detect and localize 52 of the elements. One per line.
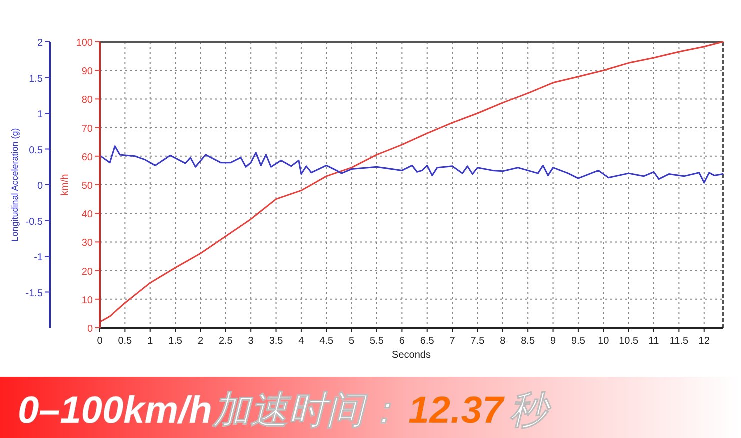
x-tick-label: 1 bbox=[148, 336, 154, 347]
text: 秒 bbox=[509, 390, 552, 432]
y-tick-label: 100 bbox=[76, 38, 94, 49]
y2-axis-title: Longitudinal Acceleration (g) bbox=[10, 128, 20, 242]
x-tick-label: 11 bbox=[648, 336, 660, 347]
y-tick-label: 90 bbox=[82, 66, 94, 78]
text: 0–100km/h加速时间： bbox=[18, 390, 402, 432]
x-tick-label: 8 bbox=[500, 336, 506, 347]
x-tick-label: 10 bbox=[598, 336, 610, 347]
x-tick-label: 9 bbox=[550, 336, 556, 347]
x-tick-label: 4 bbox=[298, 336, 305, 347]
y2-tick-label: 1.5 bbox=[29, 74, 44, 85]
y-tick-label: 80 bbox=[82, 95, 94, 106]
y-tick-label: 70 bbox=[82, 124, 94, 135]
y2-tick-label: 0.5 bbox=[29, 145, 44, 156]
y-tick-label: 20 bbox=[82, 266, 94, 278]
y2-tick-label: -1 bbox=[34, 252, 44, 264]
x-tick-label: 3 bbox=[248, 336, 254, 347]
line-series bbox=[99, 41, 724, 324]
x-tick-label: 5.5 bbox=[370, 336, 384, 347]
x-tick-label: 7.5 bbox=[470, 336, 486, 347]
x-tick-label: 10.5 bbox=[619, 336, 639, 347]
x-tick-label: 5 bbox=[349, 336, 356, 347]
x-tick-label: 0.5 bbox=[118, 336, 133, 347]
y-tick-label: 40 bbox=[82, 210, 94, 221]
y-tick-label: 10 bbox=[82, 295, 94, 306]
y-tick-label: 60 bbox=[82, 152, 94, 164]
x-tick-label: 6 bbox=[399, 336, 406, 347]
y2-tick-label: 1 bbox=[37, 110, 44, 120]
x-tick-label: 0 bbox=[97, 336, 104, 347]
y2-tick-label: 2 bbox=[37, 38, 44, 49]
y-tick-label: 0 bbox=[87, 324, 94, 335]
y2-tick-label: 0 bbox=[37, 181, 44, 192]
x-tick-label: 3.5 bbox=[269, 336, 284, 347]
text: 12.37 bbox=[408, 390, 506, 432]
x-tick-label: 7 bbox=[450, 336, 456, 347]
line-series bbox=[99, 146, 724, 184]
x-tick-label: 4.5 bbox=[320, 336, 334, 347]
x-axis-title: Seconds bbox=[392, 350, 431, 361]
y2-tick-label: -1.5 bbox=[26, 288, 44, 300]
x-tick-label: 6.5 bbox=[420, 336, 435, 347]
x-tick-label: 12 bbox=[698, 336, 710, 347]
x-tick-label: 9.5 bbox=[572, 336, 586, 347]
x-tick-label: 2 bbox=[198, 336, 204, 347]
y-tick-label: 30 bbox=[82, 238, 94, 250]
y2-tick-label: -0.5 bbox=[26, 216, 44, 228]
y-tick-label: 50 bbox=[82, 181, 94, 192]
x-tick-label: 11.5 bbox=[670, 336, 689, 347]
y-axis-title: km/h bbox=[60, 174, 71, 196]
x-tick-label: 2.5 bbox=[218, 336, 234, 347]
x-tick-label: 8.5 bbox=[521, 336, 536, 347]
x-tick-label: 1.5 bbox=[168, 336, 183, 347]
